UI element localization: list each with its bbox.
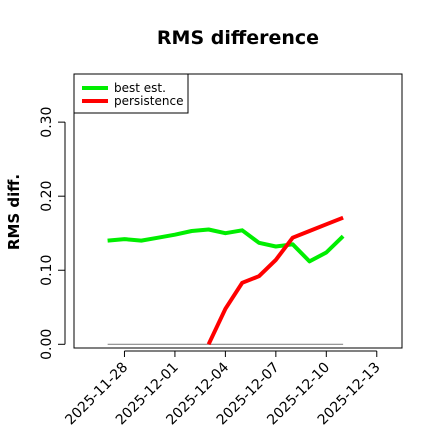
series-line-persistence [206, 215, 344, 346]
plot-frame [73, 73, 403, 349]
legend: best est. persistence [73, 73, 189, 114]
chart-title: RMS difference [157, 27, 319, 49]
x-axis: 2025-11-282025-12-012025-12-042025-12-07… [62, 350, 384, 428]
legend-box [73, 73, 189, 114]
y-axis: 0.00 0.10 0.20 0.30 [39, 107, 66, 360]
y-axis-title: RMS diff. [5, 174, 23, 250]
y-tick-label: 0.30 [39, 107, 55, 138]
legend-label-best-est: best est. [114, 81, 166, 95]
y-tick-label: 0.20 [39, 181, 55, 212]
series-layer [107, 215, 345, 346]
legend-label-persistence: persistence [114, 94, 183, 108]
y-tick-label: 0.10 [39, 255, 55, 286]
series-line-best-est [107, 227, 345, 264]
y-tick-label: 0.00 [39, 329, 55, 360]
